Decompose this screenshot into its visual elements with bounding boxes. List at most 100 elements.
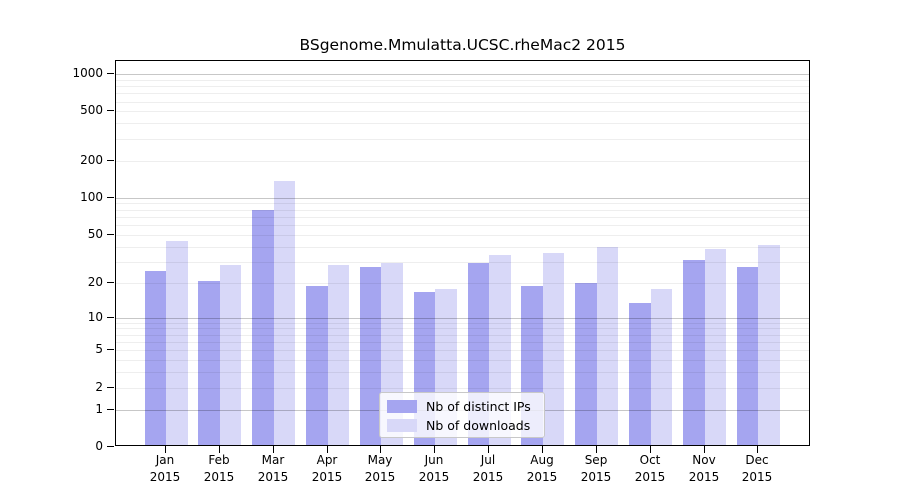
minor-gridline-6 [116,342,809,343]
y-tick-1000 [107,73,114,74]
minor-gridline-4 [116,360,809,361]
bar-downloads-apr [327,265,350,445]
x-axis-label-jul: Jul 2015 [472,453,504,484]
legend: Nb of distinct IPs Nb of downloads [379,392,545,438]
x-axis-label-nov: Nov 2015 [688,453,720,484]
legend-row-downloads: Nb of downloads [380,416,544,435]
y-tick-50 [107,234,114,235]
x-axis-label-dec: Dec 2015 [741,453,773,484]
x-tick-oct [650,446,651,453]
minor-gridline-700 [116,93,809,94]
bar-distinct-ips-apr [306,286,328,445]
legend-label-downloads: Nb of downloads [426,418,531,433]
x-tick-may [380,446,381,453]
x-axis-label-oct: Oct 2015 [634,453,666,484]
x-tick-jan [165,446,166,453]
y-tick-0 [107,446,114,447]
minor-gridline-200 [116,161,809,162]
chart-title: BSgenome.Mmulatta.UCSC.rheMac2 2015 [299,36,626,54]
x-axis-label-jan: Jan 2015 [149,453,181,484]
bar-downloads-dec [758,244,780,445]
y-tick-10 [107,317,114,318]
bar-distinct-ips-nov [683,259,705,445]
x-axis-label-feb: Feb 2015 [203,453,235,484]
major-gridline-10 [116,318,809,319]
y-tick-label-5: 5 [95,342,103,356]
bar-distinct-ips-feb [198,280,220,445]
minor-gridline-2 [116,388,809,389]
bar-distinct-ips-may [359,267,382,445]
y-tick-label-100: 100 [80,190,103,204]
x-tick-jun [434,446,435,453]
bar-downloads-jan [166,240,188,445]
legend-swatch-downloads [387,419,417,432]
y-tick-label-500: 500 [80,103,103,117]
x-tick-mar [273,446,274,453]
bar-downloads-nov [704,248,726,445]
y-tick-label-2: 2 [95,380,103,394]
minor-gridline-900 [116,80,809,81]
minor-gridline-300 [116,139,809,140]
x-axis-label-aug: Aug 2015 [526,453,558,484]
minor-gridline-80 [116,210,809,211]
minor-gridline-5 [116,350,809,351]
x-tick-feb [219,446,220,453]
minor-gridline-7 [116,335,809,336]
y-tick-200 [107,160,114,161]
minor-gridline-30 [116,262,809,263]
minor-gridline-400 [116,123,809,124]
minor-gridline-600 [116,102,809,103]
y-tick-label-50: 50 [87,227,103,241]
x-axis-label-jun: Jun 2015 [418,453,450,484]
x-tick-nov [704,446,705,453]
bar-downloads-feb [219,265,242,445]
y-tick-label-1: 1 [95,402,103,416]
minor-gridline-3 [116,372,809,373]
minor-gridline-9 [116,323,809,324]
minor-gridline-8 [116,328,809,329]
legend-swatch-distinct-ips [387,400,417,413]
bar-distinct-ips-oct [629,302,651,445]
legend-row-distinct-ips: Nb of distinct IPs [380,397,544,416]
minor-gridline-40 [116,247,809,248]
x-axis-label-apr: Apr 2015 [311,453,343,484]
x-tick-dec [757,446,758,453]
major-gridline-100 [116,198,809,199]
x-tick-aug [542,446,543,453]
bar-distinct-ips-sep [575,283,597,445]
bar-downloads-oct [650,288,673,445]
y-tick-500 [107,110,114,111]
x-axis-label-sep: Sep 2015 [580,453,612,484]
major-gridline-1000 [116,74,809,75]
y-tick-20 [107,282,114,283]
y-tick-5 [107,349,114,350]
minor-gridline-800 [116,86,809,87]
x-tick-apr [327,446,328,453]
minor-gridline-500 [116,111,809,112]
y-tick-label-1000: 1000 [72,66,103,80]
y-tick-100 [107,197,114,198]
minor-gridline-60 [116,225,809,226]
y-tick-1 [107,409,114,410]
y-tick-label-20: 20 [87,275,103,289]
x-tick-jul [488,446,489,453]
minor-gridline-20 [116,283,809,284]
minor-gridline-90 [116,203,809,204]
bar-distinct-ips-jan [144,271,166,445]
minor-gridline-50 [116,235,809,236]
bar-distinct-ips-dec [736,267,759,445]
y-tick-label-200: 200 [80,153,103,167]
plot-area: Nb of distinct IPs Nb of downloads [115,60,810,446]
y-tick-label-10: 10 [87,310,103,324]
bar-downloads-mar [273,180,296,445]
x-axis-label-mar: Mar 2015 [257,453,289,484]
x-axis-label-may: May 2015 [364,453,396,484]
legend-label-distinct-ips: Nb of distinct IPs [426,399,531,414]
minor-gridline-70 [116,217,809,218]
y-tick-label-0: 0 [95,439,103,453]
bar-downloads-aug [542,253,565,445]
bar-downloads-sep [596,247,619,445]
bar-distinct-ips-mar [252,209,274,445]
x-tick-sep [596,446,597,453]
